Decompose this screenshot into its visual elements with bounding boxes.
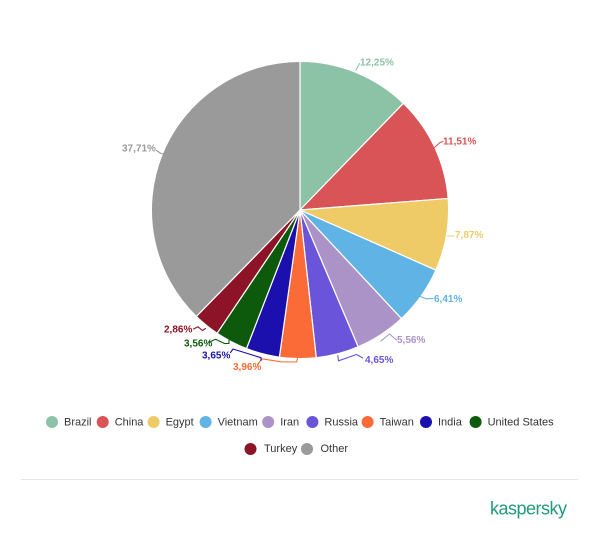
- svg-text:Turkey: Turkey: [264, 443, 298, 455]
- svg-text:Egypt: Egypt: [166, 417, 194, 429]
- svg-text:kaspersky: kaspersky: [490, 499, 567, 519]
- svg-text:China: China: [115, 417, 145, 429]
- svg-text:6,41%: 6,41%: [434, 294, 462, 305]
- svg-text:4,65%: 4,65%: [365, 355, 393, 366]
- svg-text:2,86%: 2,86%: [164, 325, 192, 336]
- svg-text:3,96%: 3,96%: [233, 362, 261, 373]
- svg-text:7,87%: 7,87%: [455, 230, 483, 241]
- svg-text:Vietnam: Vietnam: [218, 417, 258, 429]
- svg-text:11,51%: 11,51%: [443, 137, 476, 148]
- svg-text:United States: United States: [488, 417, 555, 429]
- svg-text:Russia: Russia: [324, 417, 359, 429]
- svg-text:3,65%: 3,65%: [202, 351, 230, 362]
- svg-text:3,56%: 3,56%: [184, 339, 212, 350]
- svg-text:Other: Other: [321, 443, 349, 455]
- svg-text:Taiwan: Taiwan: [380, 417, 414, 429]
- svg-text:India: India: [438, 417, 463, 429]
- svg-text:Iran: Iran: [280, 417, 299, 429]
- svg-text:12,25%: 12,25%: [360, 58, 394, 69]
- svg-text:5,56%: 5,56%: [397, 335, 425, 346]
- svg-text:37,71%: 37,71%: [122, 144, 156, 155]
- svg-text:Brazil: Brazil: [64, 417, 92, 429]
